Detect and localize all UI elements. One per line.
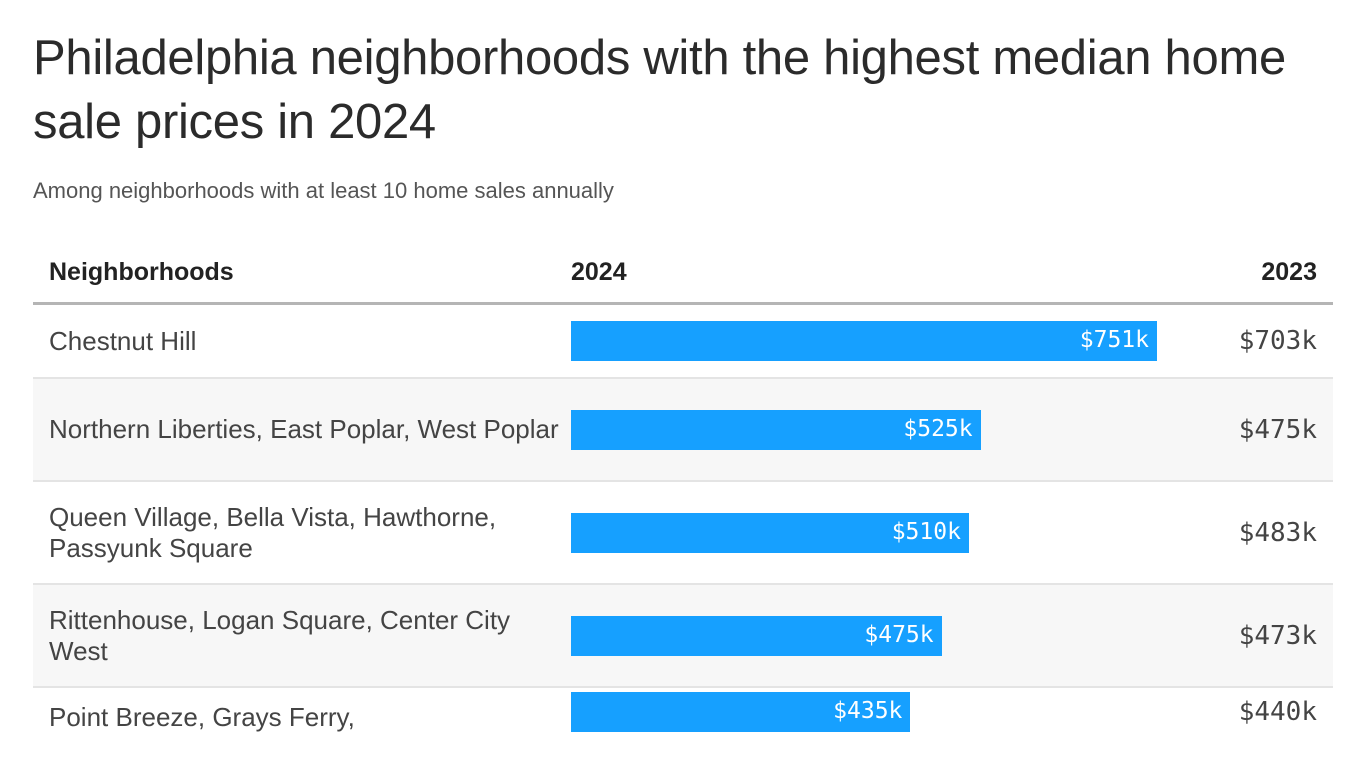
- table-row: Point Breeze, Grays Ferry, $435k $440k: [33, 687, 1333, 735]
- col-header-neighborhoods: Neighborhoods: [33, 242, 571, 305]
- bar-2024: $525k: [571, 409, 981, 450]
- bar-cell: $475k: [571, 584, 1177, 688]
- neighborhood-name: Northern Liberties, East Poplar, West Po…: [33, 378, 571, 482]
- neighborhood-name: Chestnut Hill: [33, 303, 571, 379]
- neighborhood-name: Rittenhouse, Logan Square, Center City W…: [33, 584, 571, 688]
- bar-label: $525k: [903, 415, 973, 442]
- bar-label: $751k: [1079, 327, 1149, 353]
- bar-label: $510k: [891, 518, 961, 545]
- data-table: Neighborhoods 2024 2023 Chestnut Hill $7…: [33, 242, 1333, 735]
- value-2023: $703k: [1177, 303, 1333, 379]
- table-row: Rittenhouse, Logan Square, Center City W…: [33, 584, 1333, 688]
- table-row: Queen Village, Bella Vista, Hawthorne, P…: [33, 481, 1333, 585]
- bar-cell: $435k: [571, 687, 1177, 735]
- bar-2024: $510k: [571, 512, 969, 553]
- col-header-2024: 2024: [571, 242, 1177, 305]
- table-row: Chestnut Hill $751k $703k: [33, 303, 1333, 379]
- col-header-2023: 2023: [1177, 242, 1333, 305]
- bar-2024: $475k: [571, 615, 942, 656]
- bar-label: $475k: [864, 621, 934, 648]
- bar-cell: $525k: [571, 378, 1177, 482]
- chart-title: Philadelphia neighborhoods with the high…: [33, 31, 1286, 149]
- value-2023: $475k: [1177, 378, 1333, 482]
- value-2023: $440k: [1238, 696, 1317, 727]
- value-2023: $473k: [1177, 584, 1333, 688]
- bar-cell: $751k: [571, 303, 1177, 379]
- neighborhood-name: Point Breeze, Grays Ferry,: [49, 702, 355, 732]
- value-2023: $483k: [1177, 481, 1333, 585]
- neighborhood-name: Queen Village, Bella Vista, Hawthorne, P…: [33, 481, 571, 585]
- table-row: Northern Liberties, East Poplar, West Po…: [33, 378, 1333, 482]
- chart-subtitle: Among neighborhoods with at least 10 hom…: [33, 178, 614, 203]
- bar-2024: $435k: [571, 691, 911, 732]
- header-row: Neighborhoods 2024 2023: [33, 242, 1333, 305]
- bar-label: $435k: [833, 697, 903, 724]
- bar-cell: $510k: [571, 481, 1177, 585]
- bar-2024: $751k: [571, 321, 1157, 361]
